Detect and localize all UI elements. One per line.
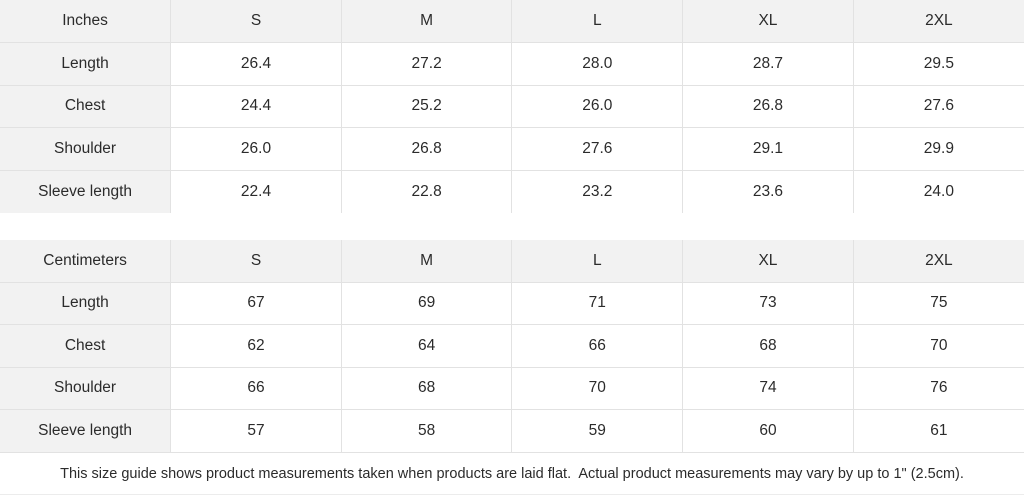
cell: 61 [852,409,1024,453]
column-header-s: S [170,0,342,43]
column-header-l: L [511,239,684,283]
cell: 26.0 [170,127,342,171]
cell: 26.8 [340,127,513,171]
unit-header-inches: Inches [0,0,172,43]
cell: 28.0 [511,42,684,86]
row-label: Chest [0,324,172,368]
size-guide-disclaimer: This size guide shows product measuremen… [0,452,1024,495]
cell: 66 [170,366,342,410]
column-header-2xl: 2XL [852,239,1024,283]
cell: 57 [170,409,342,453]
cell: 62 [170,324,342,368]
column-header-xl: XL [682,239,854,283]
centimeters-table: Centimeters S M L XL 2XL Length 67 69 71… [0,239,1024,453]
table-row-shoulder: Shoulder 26.0 26.8 27.6 29.1 29.9 [0,127,1024,171]
cell: 76 [852,366,1024,410]
unit-header-centimeters: Centimeters [0,239,172,283]
cell: 74 [682,366,854,410]
cell: 22.8 [340,169,513,213]
cell: 26.0 [511,84,684,128]
cell: 60 [682,409,854,453]
cell: 24.0 [852,169,1024,213]
cell: 26.4 [170,42,342,86]
cell: 69 [340,281,513,325]
cell: 64 [340,324,513,368]
table-row-shoulder: Shoulder 66 68 70 74 76 [0,366,1024,410]
cell: 23.2 [511,169,684,213]
column-header-l: L [511,0,684,43]
column-header-2xl: 2XL [852,0,1024,43]
table-row-chest: Chest 62 64 66 68 70 [0,324,1024,368]
row-label: Length [0,42,172,86]
table-row-sleeve-length: Sleeve length 22.4 22.8 23.2 23.6 24.0 [0,169,1024,213]
row-label: Chest [0,84,172,128]
column-header-s: S [170,239,342,283]
cell: 29.1 [682,127,854,171]
cell: 58 [340,409,513,453]
row-label: Sleeve length [0,169,172,213]
cell: 68 [340,366,513,410]
cell: 24.4 [170,84,342,128]
centimeters-header-row: Centimeters S M L XL 2XL [0,239,1024,283]
cell: 26.8 [682,84,854,128]
row-label: Shoulder [0,366,172,410]
cell: 70 [511,366,684,410]
row-label: Shoulder [0,127,172,171]
cell: 59 [511,409,684,453]
cell: 67 [170,281,342,325]
cell: 25.2 [340,84,513,128]
cell: 75 [852,281,1024,325]
inches-table: Inches S M L XL 2XL Length 26.4 27.2 28.… [0,0,1024,213]
cell: 27.6 [852,84,1024,128]
table-row-length: Length 67 69 71 73 75 [0,281,1024,325]
inches-header-row: Inches S M L XL 2XL [0,0,1024,43]
cell: 27.6 [511,127,684,171]
column-header-m: M [340,0,513,43]
cell: 23.6 [682,169,854,213]
cell: 22.4 [170,169,342,213]
column-header-xl: XL [682,0,854,43]
table-row-length: Length 26.4 27.2 28.0 28.7 29.5 [0,42,1024,86]
cell: 27.2 [340,42,513,86]
cell: 70 [852,324,1024,368]
cell: 29.5 [852,42,1024,86]
table-row-chest: Chest 24.4 25.2 26.0 26.8 27.6 [0,84,1024,128]
cell: 28.7 [682,42,854,86]
cell: 29.9 [852,127,1024,171]
cell: 66 [511,324,684,368]
row-label: Length [0,281,172,325]
section-spacer [0,212,1024,240]
cell: 68 [682,324,854,368]
cell: 73 [682,281,854,325]
column-header-m: M [340,239,513,283]
table-row-sleeve-length: Sleeve length 57 58 59 60 61 [0,409,1024,453]
cell: 71 [511,281,684,325]
row-label: Sleeve length [0,409,172,453]
